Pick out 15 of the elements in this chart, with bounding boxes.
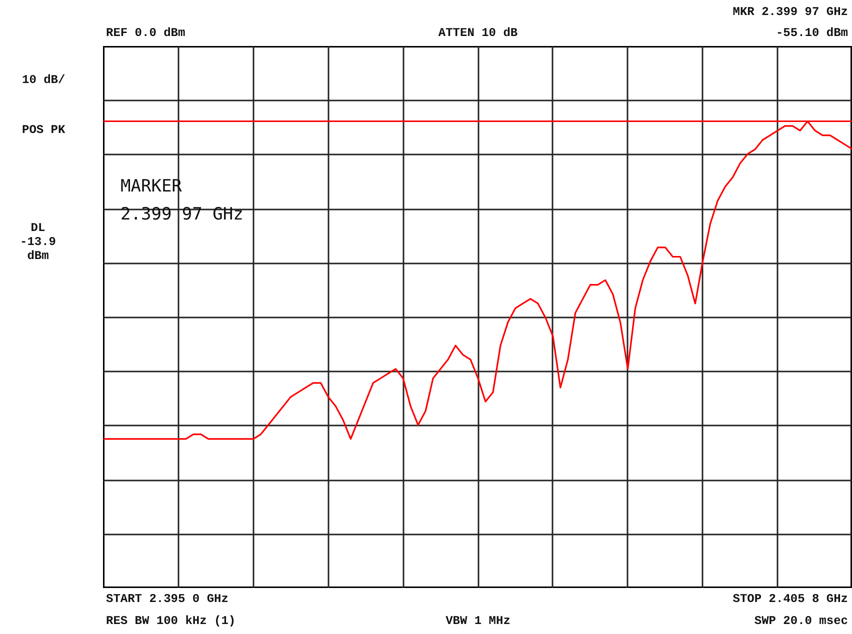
text: dBm [27, 248, 49, 265]
annotation: 2.399 97 GHz [120, 204, 244, 224]
text: RES BW 100 kHz (1) [106, 613, 236, 630]
text: MKR 2.399 97 GHz [732, 4, 848, 21]
text: DL [30, 220, 46, 237]
text: START 2.395 0 GHz [106, 591, 228, 608]
text: ATTEN 10 dB [438, 25, 518, 42]
text: STOP 2.405 8 GHz [732, 591, 848, 608]
text: REF 0.0 dBm [106, 25, 186, 42]
text: -55.10 dBm [776, 25, 848, 42]
text: VBW 1 MHz [446, 613, 510, 630]
text: SWP 20.0 msec [754, 613, 848, 630]
text: -13.9 [20, 234, 56, 250]
text: POS PK [22, 122, 66, 139]
text: 10 dB/ [22, 72, 66, 89]
